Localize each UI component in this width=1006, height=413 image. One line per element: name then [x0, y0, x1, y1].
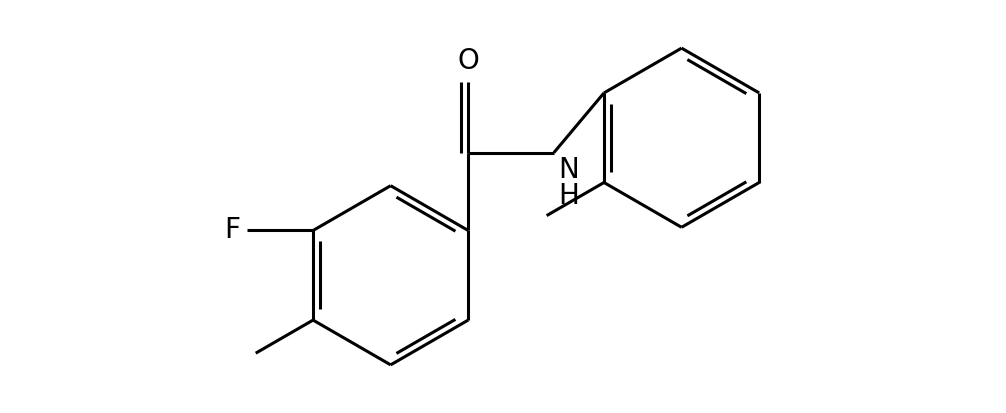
Text: F: F [224, 216, 240, 244]
Text: H: H [557, 182, 578, 210]
Text: N: N [557, 157, 578, 185]
Text: O: O [458, 47, 479, 75]
